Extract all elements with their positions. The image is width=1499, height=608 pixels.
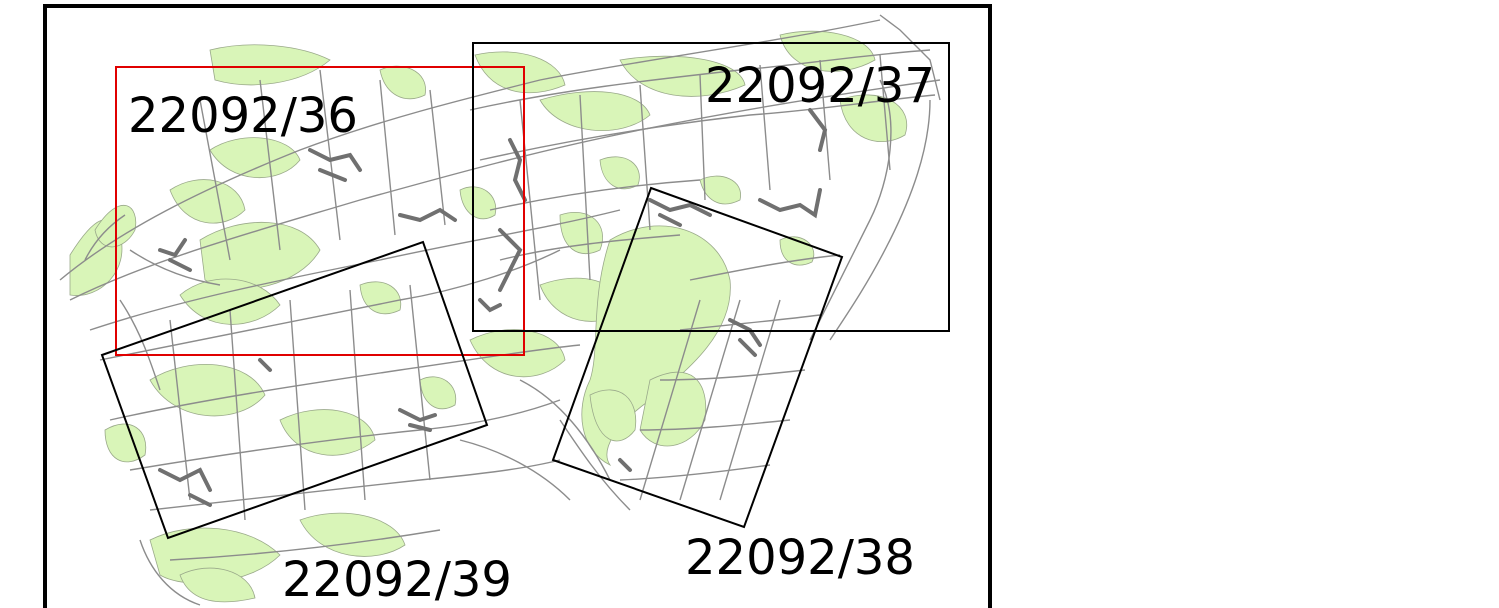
sheet-22092-39-outline[interactable] (100, 240, 489, 540)
forest-areas (69, 30, 908, 603)
sheet-label-22092-37: 22092/37 (705, 58, 935, 114)
sheet-22092-37-outline[interactable] (472, 42, 950, 332)
parcel-lines (59, 14, 941, 606)
sheet-label-22092-38: 22092/38 (685, 530, 915, 586)
sheet-22092-36-outline[interactable] (115, 66, 525, 356)
sheet-label-22092-39: 22092/39 (282, 552, 512, 608)
sheet-outlines (100, 42, 950, 540)
sheet-22092-38-outline[interactable] (551, 186, 844, 529)
building-clusters (158, 108, 828, 507)
sheet-label-22092-36: 22092/36 (128, 88, 358, 144)
